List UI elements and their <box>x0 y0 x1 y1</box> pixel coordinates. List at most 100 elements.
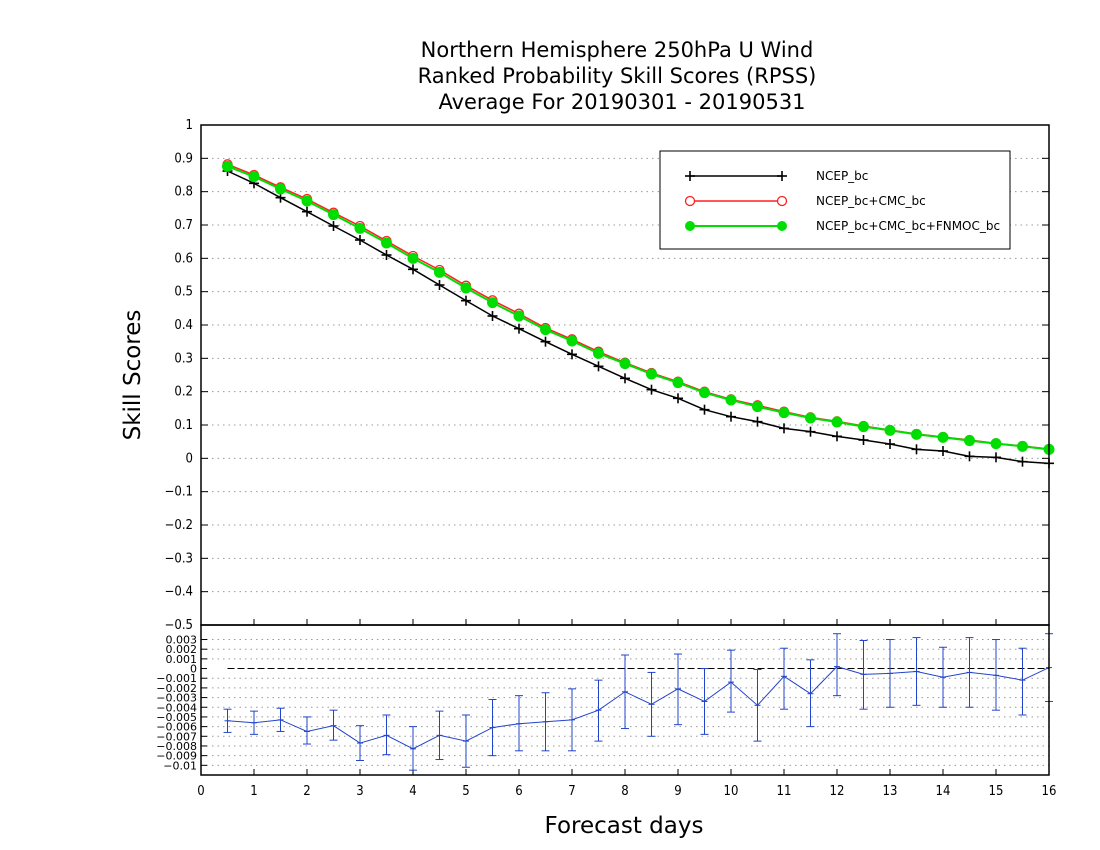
main-y-tick-label: 0.4 <box>174 318 193 333</box>
series-1-point <box>408 264 418 275</box>
main-y-tick-label: 0.9 <box>174 151 193 166</box>
sub-y-tick-label: −0.004 <box>156 701 197 714</box>
sub-y-tick-label: −0.006 <box>156 721 197 734</box>
series-1-point <box>964 451 975 462</box>
series-3-point <box>911 428 922 440</box>
series-3-point <box>222 160 233 172</box>
series-1-point <box>355 235 365 245</box>
x-tick-label: 9 <box>674 784 681 799</box>
legend-marker <box>777 221 787 231</box>
x-tick-label: 3 <box>356 784 363 799</box>
x-tick-label: 2 <box>303 784 310 799</box>
sub-y-tick-label: 0.002 <box>166 643 198 656</box>
sub-y-tick-label: −0.01 <box>163 759 197 772</box>
main-y-tick-label: 1 <box>186 118 193 133</box>
sub-y-tick-label: −0.001 <box>156 672 197 685</box>
series-1-point <box>726 411 736 422</box>
main-y-tick-label: 0.5 <box>174 285 193 300</box>
x-tick-label: 6 <box>515 784 522 799</box>
series-3-point <box>831 416 843 428</box>
series-1-point <box>779 423 789 434</box>
series-1-point <box>461 295 471 306</box>
series-1-point <box>991 452 1001 463</box>
main-y-tick-label: −0.3 <box>165 551 193 566</box>
main-y-tick-label: 0.8 <box>174 185 193 200</box>
error-bar <box>727 649 735 713</box>
series-1-point <box>540 336 551 347</box>
chart-title-line-1: Northern Hemisphere 250hPa U Wind <box>421 38 814 62</box>
main-y-tick-label: 0.2 <box>174 385 193 400</box>
series-3-point <box>275 183 286 195</box>
chart-title-line-3: Average For 20190301 - 20190531 <box>438 90 805 114</box>
series-3-point <box>593 347 604 359</box>
sub-y-tick-label: 0 <box>190 663 197 676</box>
main-y-tick-label: 0 <box>186 451 193 466</box>
series-1-point <box>328 221 339 231</box>
series-3-point <box>805 412 816 424</box>
chart-title-line-2: Ranked Probability Skill Scores (RPSS) <box>418 64 817 88</box>
sub-y-tick-label: 0.003 <box>166 634 198 647</box>
series-3-point <box>619 358 631 370</box>
legend-marker <box>685 221 695 231</box>
series-1-point <box>752 416 763 427</box>
series-1-point <box>832 431 842 442</box>
series-3-point <box>752 401 763 413</box>
series-3-point <box>990 438 1002 450</box>
main-y-tick-label: −0.1 <box>165 485 193 500</box>
difference-plot-frame <box>200 624 1050 776</box>
x-axis-label: Forecast days <box>545 813 704 839</box>
x-tick-label: 0 <box>197 784 204 799</box>
series-1-point <box>567 349 577 360</box>
series-1-point <box>911 444 922 455</box>
legend-label-3: NCEP_bc+CMC_bc+FNMOC_bc <box>816 219 1000 233</box>
x-tick-label: 11 <box>777 784 792 799</box>
series-3-point <box>778 407 790 419</box>
error-bar <box>1018 647 1027 716</box>
x-tick-label: 15 <box>989 784 1004 799</box>
series-3-point <box>460 282 472 294</box>
sub-y-tick-label: −0.007 <box>156 730 197 743</box>
legend: NCEP_bc NCEP_bc+CMC_bc NCEP_bc+CMC_bc+FNMO… <box>659 150 1011 250</box>
sub-y-tick-label: −0.003 <box>156 692 197 705</box>
error-bar <box>303 716 311 745</box>
series-1-point <box>805 426 816 437</box>
x-tick-label: 12 <box>830 784 845 799</box>
main-y-tick-label: 0.6 <box>174 251 193 266</box>
legend-marker <box>684 195 696 207</box>
series-3-point <box>884 424 896 436</box>
series-3-point <box>328 209 339 221</box>
main-y-bottom-tick-label: −0.5 <box>165 618 193 633</box>
x-tick-label: 14 <box>936 784 951 799</box>
legend-marker <box>776 195 788 207</box>
series-3-point <box>699 387 710 399</box>
series-1-point <box>885 439 895 449</box>
main-y-tick-label: −0.4 <box>165 585 193 600</box>
series-1-point <box>938 446 948 456</box>
sub-y-tick-label: −0.005 <box>156 711 197 724</box>
series-1-point <box>302 206 312 217</box>
x-tick-label: 7 <box>568 784 575 799</box>
series-1-point <box>620 373 630 384</box>
series-3-point <box>937 431 949 443</box>
series-3-point <box>646 368 657 380</box>
main-y-tick-label: −0.2 <box>165 518 193 533</box>
series-1-point <box>858 435 869 445</box>
series-3-point <box>248 171 260 183</box>
x-tick-label: 16 <box>1042 784 1057 799</box>
difference-line <box>227 666 1050 750</box>
series-3-point <box>964 435 975 447</box>
series-1-point <box>434 280 445 290</box>
series-3-point <box>672 377 684 389</box>
series-1-point <box>699 404 710 415</box>
x-tick-label: 1 <box>250 784 257 799</box>
series-3-point <box>566 335 578 347</box>
series-line-1 <box>227 170 1050 465</box>
legend-box <box>659 150 1011 250</box>
series-3-point <box>407 252 419 264</box>
legend-label-1: NCEP_bc <box>816 169 868 183</box>
series-3-point <box>434 266 445 278</box>
x-tick-label: 13 <box>883 784 898 799</box>
series-3-point <box>381 237 392 249</box>
series-1-point <box>673 393 683 404</box>
